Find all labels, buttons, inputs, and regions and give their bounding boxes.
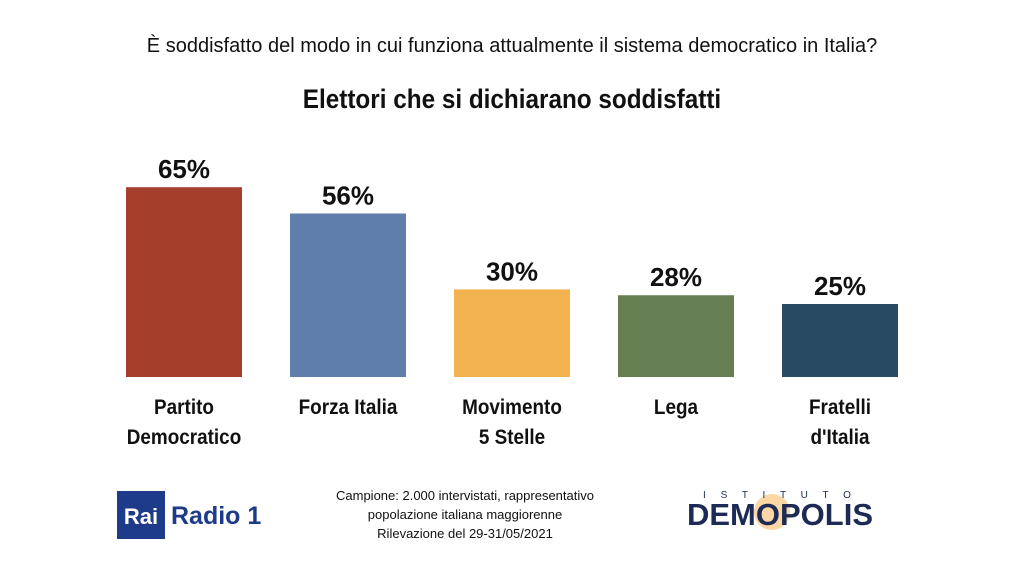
footer-note: Campione: 2.000 intervistati, rappresent… [336, 488, 594, 503]
logo-name: DEMOPOLIS [687, 497, 873, 532]
bar [782, 304, 898, 377]
value-label: 56% [322, 180, 374, 210]
logo-top: I S T I T U T O [703, 490, 857, 501]
category-label: Fratelli d'Italia [809, 396, 871, 449]
category-label: Partito Democratico [126, 396, 242, 449]
value-label: 65% [158, 154, 210, 184]
value-label: 30% [486, 256, 538, 286]
chart-subtitle: È soddisfatto del modo in cui funziona a… [147, 34, 877, 57]
bar [290, 213, 406, 377]
footer-note: popolazione italiana maggiorenne [368, 507, 562, 522]
bar [618, 295, 734, 377]
value-label: 25% [814, 271, 866, 301]
rai-box [117, 491, 165, 539]
category-label: Lega [653, 396, 699, 419]
rai-radio-text: Radio 1 [171, 502, 261, 530]
category-label: Movimento 5 Stelle [462, 396, 562, 449]
footer-note: Rilevazione del 29-31/05/2021 [377, 526, 553, 541]
bar [126, 187, 242, 377]
logo-glow [754, 494, 790, 530]
chart-title: Elettori che si dichiarano soddisfatti [303, 85, 721, 114]
category-label: Forza Italia [298, 396, 398, 419]
bar [454, 289, 570, 377]
rai-box-text: Rai [124, 504, 158, 529]
value-label: 28% [650, 262, 702, 292]
